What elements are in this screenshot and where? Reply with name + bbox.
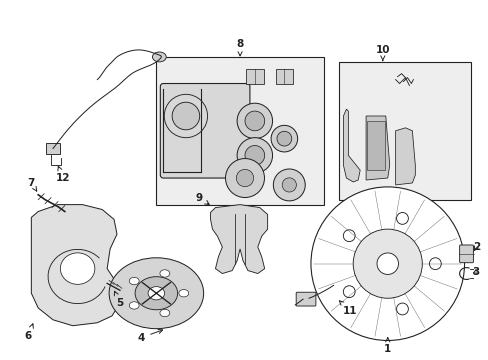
Text: 4: 4 [138, 329, 162, 342]
Ellipse shape [273, 169, 305, 201]
Polygon shape [366, 116, 389, 180]
Text: 11: 11 [339, 301, 357, 316]
Text: 1: 1 [384, 338, 390, 354]
Text: 9: 9 [195, 193, 209, 204]
Ellipse shape [376, 253, 398, 274]
FancyBboxPatch shape [160, 84, 249, 178]
Ellipse shape [244, 145, 264, 165]
Ellipse shape [237, 103, 272, 139]
Ellipse shape [129, 277, 139, 285]
Ellipse shape [343, 230, 354, 242]
Ellipse shape [60, 253, 95, 284]
Text: 7: 7 [28, 178, 37, 191]
FancyBboxPatch shape [296, 292, 315, 306]
Text: 3: 3 [472, 266, 479, 276]
Polygon shape [343, 109, 360, 182]
Ellipse shape [135, 277, 177, 310]
Bar [366, 121, 384, 170]
Text: 5: 5 [114, 291, 123, 308]
Ellipse shape [152, 52, 166, 62]
Ellipse shape [160, 309, 169, 317]
Ellipse shape [129, 302, 139, 309]
Ellipse shape [282, 178, 296, 192]
Polygon shape [395, 128, 414, 185]
Ellipse shape [396, 212, 407, 224]
Text: 12: 12 [56, 166, 70, 183]
Ellipse shape [109, 258, 203, 329]
Ellipse shape [270, 125, 297, 152]
Bar [275, 69, 293, 85]
Polygon shape [210, 204, 267, 274]
FancyBboxPatch shape [459, 245, 472, 263]
Bar [338, 62, 470, 200]
Ellipse shape [236, 169, 253, 187]
Ellipse shape [343, 286, 354, 298]
Ellipse shape [179, 289, 188, 297]
Ellipse shape [428, 258, 440, 270]
Text: 6: 6 [25, 324, 33, 341]
Ellipse shape [396, 303, 407, 315]
Ellipse shape [310, 187, 464, 341]
Ellipse shape [172, 102, 199, 130]
Ellipse shape [244, 111, 264, 131]
Ellipse shape [237, 138, 272, 173]
Ellipse shape [225, 158, 264, 198]
Text: 8: 8 [236, 39, 243, 56]
Bar [46, 143, 60, 154]
Ellipse shape [276, 131, 291, 146]
Polygon shape [156, 57, 323, 204]
Ellipse shape [352, 229, 422, 298]
Ellipse shape [148, 287, 164, 300]
Bar [245, 69, 263, 85]
Text: 2: 2 [472, 242, 479, 252]
Ellipse shape [160, 270, 169, 277]
Polygon shape [31, 204, 120, 326]
Text: 10: 10 [375, 45, 389, 60]
